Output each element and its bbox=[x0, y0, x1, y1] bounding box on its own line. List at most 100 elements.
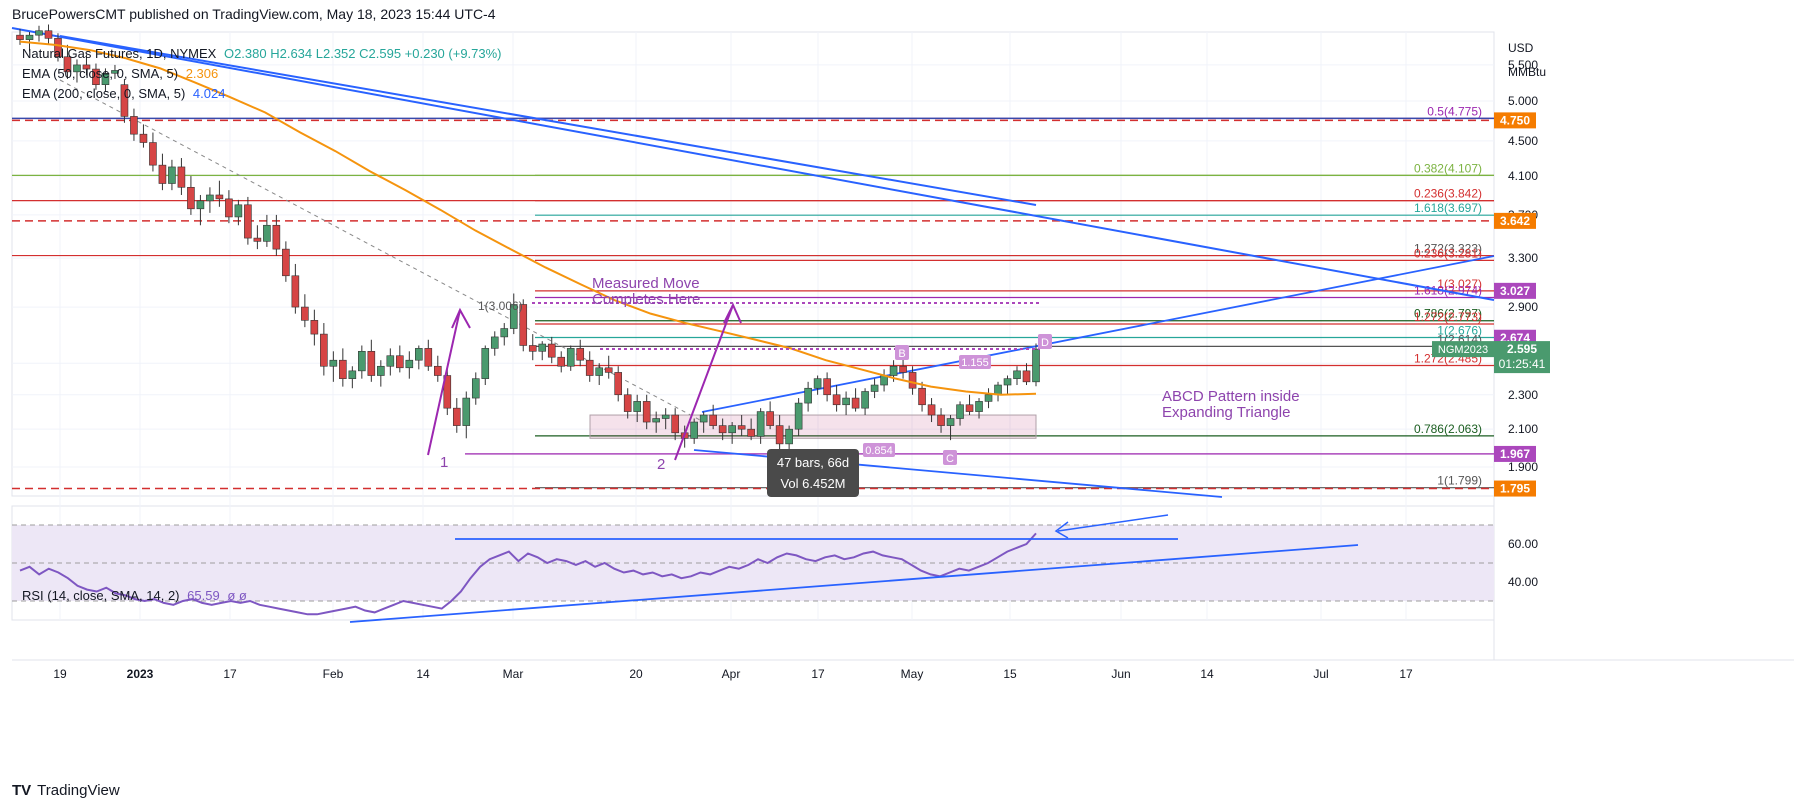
candle-body bbox=[348, 370, 357, 379]
candle-body bbox=[842, 397, 850, 406]
time-tick-label: Apr bbox=[722, 667, 741, 681]
ema200-legend[interactable]: EMA (200, close, 0, SMA, 5) 4.024 bbox=[22, 86, 229, 101]
candle-body bbox=[975, 401, 983, 412]
fib-level-label: 0.236(3.281) bbox=[1414, 246, 1482, 260]
ema50-legend[interactable]: EMA (50, close, 0, SMA, 5) 2.306 bbox=[22, 66, 222, 81]
fib-level-label: 0.382(4.107) bbox=[1414, 161, 1482, 175]
ratio-label: 0.854 bbox=[865, 445, 893, 457]
candle-body bbox=[937, 414, 945, 426]
impulse-arrow-1 bbox=[427, 309, 461, 456]
candle-body bbox=[111, 70, 119, 74]
candle-body bbox=[984, 394, 993, 402]
wave-2-label: 2 bbox=[657, 456, 665, 473]
symbol-name[interactable]: Natural Gas Futures, 1D, NYMEX bbox=[22, 46, 217, 61]
candle-body bbox=[823, 378, 831, 396]
time-tick-label: 17 bbox=[811, 667, 825, 681]
candle-body bbox=[690, 421, 698, 439]
ema50-line bbox=[19, 40, 1037, 396]
price-badge bbox=[1494, 445, 1536, 462]
symbol-legend: Natural Gas Futures, 1D, NYMEX O2.380 H2… bbox=[22, 46, 506, 61]
fib-level-label: 1.272(2.773) bbox=[1414, 310, 1482, 324]
candle-body bbox=[177, 166, 186, 188]
candle-body bbox=[44, 30, 53, 39]
abcd-label: ABCD Pattern inside bbox=[1162, 388, 1300, 405]
price-tick-label: 2.900 bbox=[1508, 300, 1538, 314]
candle-body bbox=[320, 333, 328, 367]
candle-body bbox=[528, 345, 537, 352]
impulse-arrowhead-2 bbox=[723, 302, 742, 324]
candle-body bbox=[747, 428, 755, 437]
tradingview-logo[interactable]: TV TradingView bbox=[12, 782, 120, 799]
fib-level-label: 1(1.799) bbox=[1437, 474, 1482, 488]
candle-body bbox=[756, 411, 765, 437]
rsi-line bbox=[19, 532, 1037, 616]
candle-body bbox=[92, 68, 100, 85]
candle-body bbox=[215, 194, 224, 200]
candle-body bbox=[509, 304, 518, 329]
candle-body bbox=[367, 350, 376, 376]
symbol-badge-label: NGM2023 bbox=[1438, 344, 1488, 356]
rsi-tick-label: 40.00 bbox=[1508, 575, 1538, 589]
rsi-extra: ø ø bbox=[227, 588, 247, 603]
candle-body bbox=[699, 414, 708, 423]
candle-body bbox=[35, 30, 43, 36]
abcd-point-marker bbox=[943, 450, 957, 465]
candle-body bbox=[396, 355, 404, 369]
candle-body bbox=[794, 402, 803, 430]
tradingview-mark-icon: TV bbox=[12, 782, 32, 799]
candle-body bbox=[1003, 378, 1012, 386]
candle-body bbox=[709, 414, 717, 426]
time-tick-label: 15 bbox=[1003, 667, 1017, 681]
candle-body bbox=[557, 356, 566, 367]
symbol-badge bbox=[1432, 341, 1494, 358]
ohlc-values: O2.380 H2.634 L2.352 C2.595 +0.230 (+9.7… bbox=[223, 46, 502, 61]
candle-body bbox=[604, 367, 613, 373]
candle-body bbox=[139, 133, 148, 143]
time-tick-label: 14 bbox=[416, 667, 430, 681]
candle-body bbox=[471, 378, 480, 399]
candle-body bbox=[1022, 370, 1031, 383]
candle-body bbox=[405, 359, 414, 369]
candle-body bbox=[433, 365, 442, 376]
candle-body bbox=[623, 394, 632, 412]
candle-body bbox=[120, 84, 129, 117]
price-badge-label: 4.750 bbox=[1500, 113, 1530, 127]
abcd-point-label: B bbox=[898, 348, 905, 360]
price-badge bbox=[1494, 112, 1536, 129]
candle-body bbox=[168, 166, 176, 184]
ratio-badge bbox=[959, 355, 991, 369]
candle-body bbox=[25, 34, 34, 40]
triangle-upper-line bbox=[701, 255, 1495, 413]
time-tick-label: 14 bbox=[1200, 667, 1214, 681]
fib-level-label: 1.272(3.323) bbox=[1414, 242, 1482, 256]
candle-body bbox=[301, 306, 309, 321]
candle-body bbox=[566, 348, 575, 367]
candle-body bbox=[130, 116, 138, 135]
rsi-breakout-arrowhead bbox=[1054, 521, 1069, 539]
candle-body bbox=[462, 397, 471, 426]
candle-body bbox=[415, 348, 423, 361]
measured-move-label: Measured Move bbox=[592, 275, 700, 292]
candle-body bbox=[244, 204, 252, 239]
candle-body bbox=[585, 359, 594, 376]
price-tick-label: 4.100 bbox=[1508, 169, 1538, 183]
candle-body bbox=[576, 348, 585, 361]
candle-body bbox=[282, 248, 290, 277]
candle-body bbox=[737, 425, 746, 430]
ratio-label: 1.155 bbox=[961, 357, 989, 369]
candle-body bbox=[614, 372, 623, 396]
price-tick-label: 4.500 bbox=[1508, 134, 1538, 148]
candle-body bbox=[785, 428, 793, 445]
rsi-legend[interactable]: RSI (14, close, SMA, 14, 2) 65.59 ø ø bbox=[22, 588, 251, 603]
candle-body bbox=[718, 425, 727, 434]
candle-body bbox=[804, 387, 812, 404]
countdown-label: 01:25:41 bbox=[1499, 357, 1546, 371]
candle-body bbox=[272, 224, 281, 250]
candle-body bbox=[253, 237, 262, 242]
fib-level-label: 0.786(2.063) bbox=[1414, 422, 1482, 436]
candle-body bbox=[358, 350, 366, 372]
time-tick-label: May bbox=[901, 667, 924, 681]
candle-body bbox=[870, 384, 879, 392]
fib-level-label: 1(3.027) bbox=[1437, 277, 1482, 291]
